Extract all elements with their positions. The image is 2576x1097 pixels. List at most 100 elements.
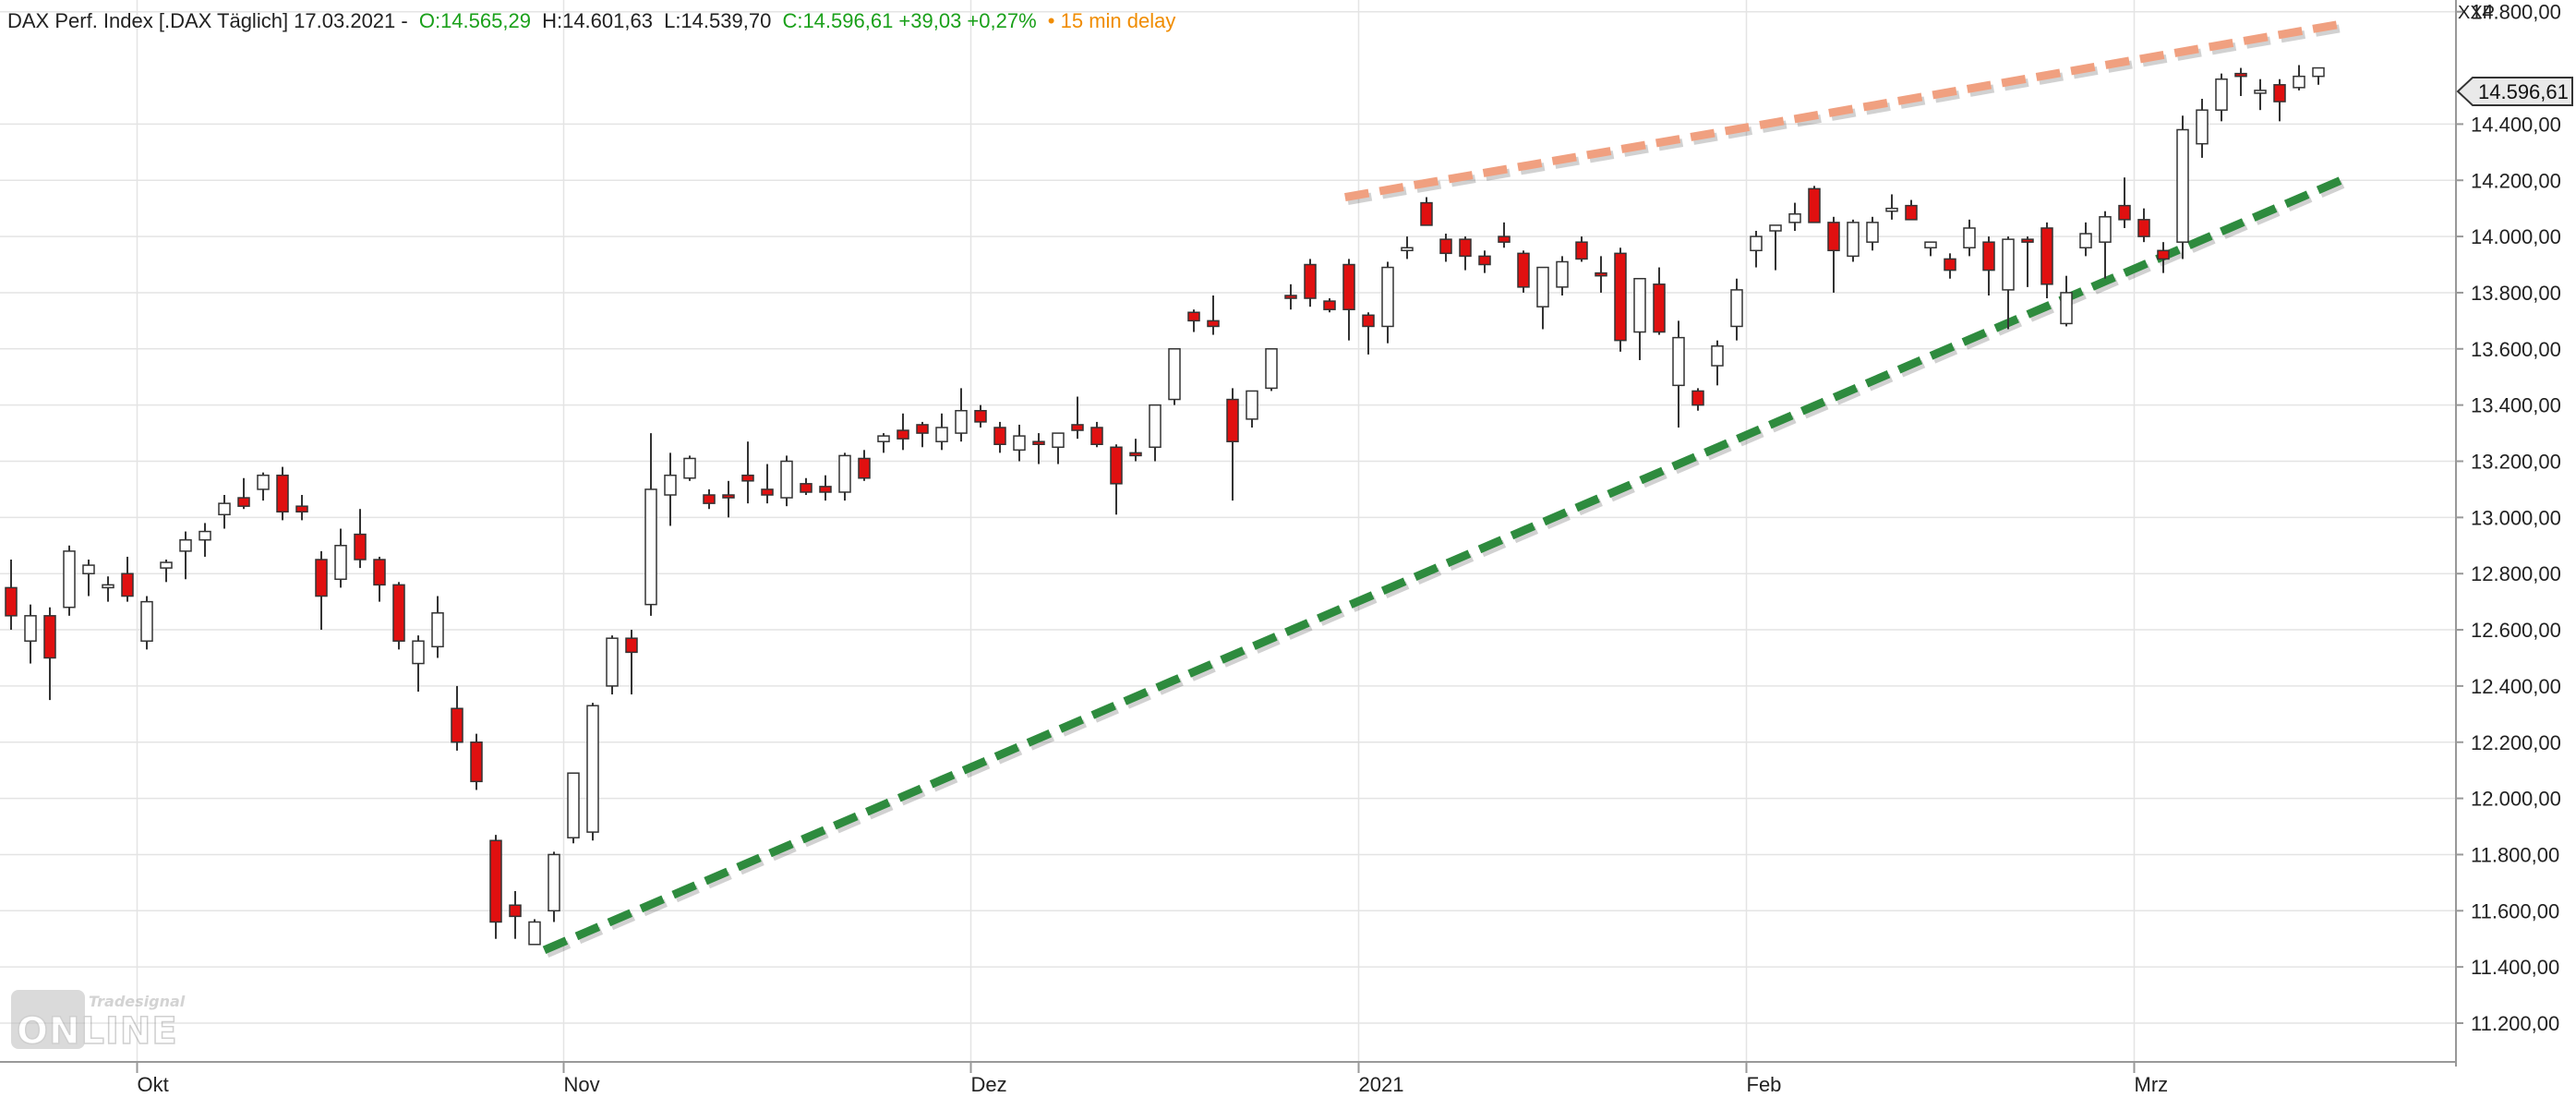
candle[interactable] (2254, 78, 2267, 111)
candle[interactable] (935, 413, 948, 451)
candle[interactable] (1129, 439, 1142, 462)
candle[interactable] (1401, 236, 1414, 259)
candle[interactable] (1982, 236, 1995, 295)
candle[interactable] (1750, 231, 1763, 268)
candle[interactable] (295, 495, 308, 521)
support-trendline[interactable] (542, 174, 2353, 958)
candle[interactable] (1381, 261, 1394, 344)
candle[interactable] (1944, 253, 1956, 279)
candle[interactable] (43, 607, 56, 701)
candle[interactable] (1459, 236, 1472, 271)
candle[interactable] (2293, 65, 2305, 90)
candle[interactable] (2099, 211, 2112, 279)
candle[interactable] (897, 413, 909, 451)
candle[interactable] (1788, 202, 1801, 232)
candle[interactable] (5, 559, 18, 631)
candle[interactable] (24, 604, 37, 664)
candle[interactable] (1653, 267, 1666, 335)
candle[interactable] (179, 531, 192, 580)
candle[interactable] (838, 452, 851, 501)
candle[interactable] (237, 477, 250, 510)
candle[interactable] (2118, 177, 2131, 228)
candle[interactable] (528, 919, 541, 946)
candle[interactable] (1672, 320, 1685, 428)
candle[interactable] (63, 545, 76, 616)
candle[interactable] (2002, 236, 2015, 330)
candle[interactable] (1032, 433, 1045, 464)
candle[interactable] (1730, 278, 1743, 341)
candle[interactable] (1226, 388, 1239, 501)
candle[interactable] (1207, 295, 1220, 335)
candle[interactable] (1052, 432, 1065, 464)
candle[interactable] (2215, 73, 2228, 122)
candle[interactable] (1769, 224, 1782, 271)
candle[interactable] (2273, 78, 2286, 122)
candle[interactable] (1323, 298, 1336, 313)
candle[interactable] (683, 455, 696, 481)
candle[interactable] (2040, 222, 2053, 299)
candle[interactable] (1614, 247, 1627, 352)
candle[interactable] (780, 455, 793, 507)
candle[interactable] (82, 559, 95, 597)
candle[interactable] (1478, 250, 1491, 273)
candle[interactable] (412, 635, 425, 692)
candle[interactable] (993, 421, 1006, 453)
candle[interactable] (1498, 222, 1511, 248)
candle[interactable] (800, 477, 813, 496)
candle[interactable] (2312, 66, 2325, 85)
candle[interactable] (1168, 348, 1181, 405)
candle[interactable] (1536, 266, 1549, 330)
candle[interactable] (1575, 236, 1588, 262)
candle[interactable] (102, 576, 114, 602)
candle[interactable] (1866, 216, 1879, 251)
candle[interactable] (276, 466, 289, 521)
candle[interactable] (470, 733, 483, 790)
candle[interactable] (664, 452, 677, 526)
candle[interactable] (1885, 194, 1898, 220)
candle[interactable] (2157, 242, 2170, 273)
candle[interactable] (2196, 99, 2209, 158)
candle[interactable] (2021, 236, 2034, 287)
candle[interactable] (1420, 197, 1433, 226)
candle[interactable] (1595, 256, 1607, 293)
candle[interactable] (160, 559, 173, 583)
candle[interactable] (877, 433, 890, 453)
candle[interactable] (257, 472, 270, 501)
candle[interactable] (1963, 219, 1976, 257)
candle[interactable] (1827, 216, 1840, 293)
candle[interactable] (1517, 250, 1530, 293)
candle[interactable] (1304, 259, 1317, 307)
candle[interactable] (140, 596, 153, 650)
candle[interactable] (974, 404, 987, 428)
candle[interactable] (1013, 424, 1026, 462)
candle[interactable] (431, 596, 444, 658)
candle[interactable] (761, 464, 774, 504)
candle[interactable] (451, 685, 463, 751)
candle[interactable] (741, 441, 754, 504)
candle[interactable] (1246, 390, 1258, 428)
candle[interactable] (567, 772, 580, 844)
candle[interactable] (2176, 115, 2189, 259)
candle[interactable] (1265, 348, 1278, 392)
candle[interactable] (1711, 340, 1724, 386)
candle[interactable] (606, 635, 619, 695)
candle[interactable] (1342, 259, 1355, 341)
candle[interactable] (1905, 199, 1918, 221)
candle[interactable] (722, 480, 735, 518)
candle[interactable] (489, 835, 502, 939)
candle[interactable] (586, 703, 599, 841)
candle[interactable] (334, 528, 347, 588)
candle[interactable] (1439, 234, 1452, 262)
candle[interactable] (2060, 275, 2073, 327)
price-axis[interactable]: 11.200,00 11.400,00 11.600,00 11.800,00 12.0… (2456, 1, 2561, 1035)
candle[interactable] (644, 433, 657, 616)
candle[interactable] (548, 851, 560, 922)
candle[interactable] (1362, 312, 1375, 355)
candle[interactable] (1149, 404, 1162, 462)
candle[interactable] (1808, 186, 1821, 223)
candle[interactable] (819, 475, 832, 501)
candle[interactable] (1110, 444, 1123, 515)
candle[interactable] (2234, 67, 2247, 96)
candle[interactable] (2137, 208, 2150, 243)
